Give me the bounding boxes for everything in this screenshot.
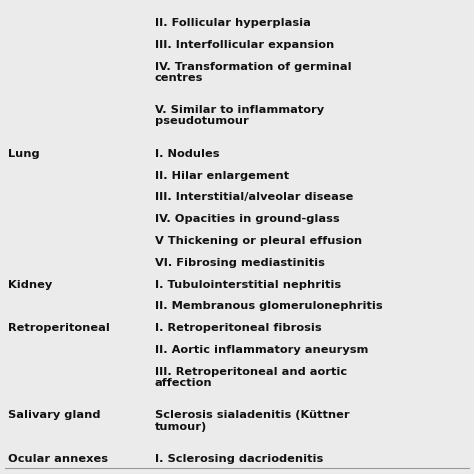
Text: V. Similar to inflammatory
pseudotumour: V. Similar to inflammatory pseudotumour xyxy=(155,105,324,127)
Text: Salivary gland: Salivary gland xyxy=(8,410,100,420)
Text: IV. Transformation of germinal
centres: IV. Transformation of germinal centres xyxy=(155,62,352,83)
Text: II. Hilar enlargement: II. Hilar enlargement xyxy=(155,171,289,181)
Text: Retroperitoneal: Retroperitoneal xyxy=(8,323,110,333)
Text: III. Interstitial/alveolar disease: III. Interstitial/alveolar disease xyxy=(155,192,354,202)
Text: III. Interfollicular expansion: III. Interfollicular expansion xyxy=(155,40,334,50)
Text: Lung: Lung xyxy=(8,149,40,159)
Text: II. Membranous glomerulonephritis: II. Membranous glomerulonephritis xyxy=(155,301,383,311)
Text: I. Nodules: I. Nodules xyxy=(155,149,219,159)
Text: III. Retroperitoneal and aortic
affection: III. Retroperitoneal and aortic affectio… xyxy=(155,367,347,388)
Text: I. Sclerosing dacriodenitis: I. Sclerosing dacriodenitis xyxy=(155,454,323,464)
Text: VI. Fibrosing mediastinitis: VI. Fibrosing mediastinitis xyxy=(155,258,325,268)
Text: I. Tubulointerstitial nephritis: I. Tubulointerstitial nephritis xyxy=(155,280,341,290)
Text: Sclerosis sialadenitis (Küttner
tumour): Sclerosis sialadenitis (Küttner tumour) xyxy=(155,410,350,432)
Text: Kidney: Kidney xyxy=(8,280,52,290)
Text: Ocular annexes: Ocular annexes xyxy=(8,454,108,464)
Text: II. Follicular hyperplasia: II. Follicular hyperplasia xyxy=(155,18,311,28)
Text: V Thickening or pleural effusion: V Thickening or pleural effusion xyxy=(155,236,362,246)
Text: IV. Opacities in ground-glass: IV. Opacities in ground-glass xyxy=(155,214,340,224)
Text: I. Retroperitoneal fibrosis: I. Retroperitoneal fibrosis xyxy=(155,323,322,333)
Text: II. Aortic inflammatory aneurysm: II. Aortic inflammatory aneurysm xyxy=(155,345,368,355)
